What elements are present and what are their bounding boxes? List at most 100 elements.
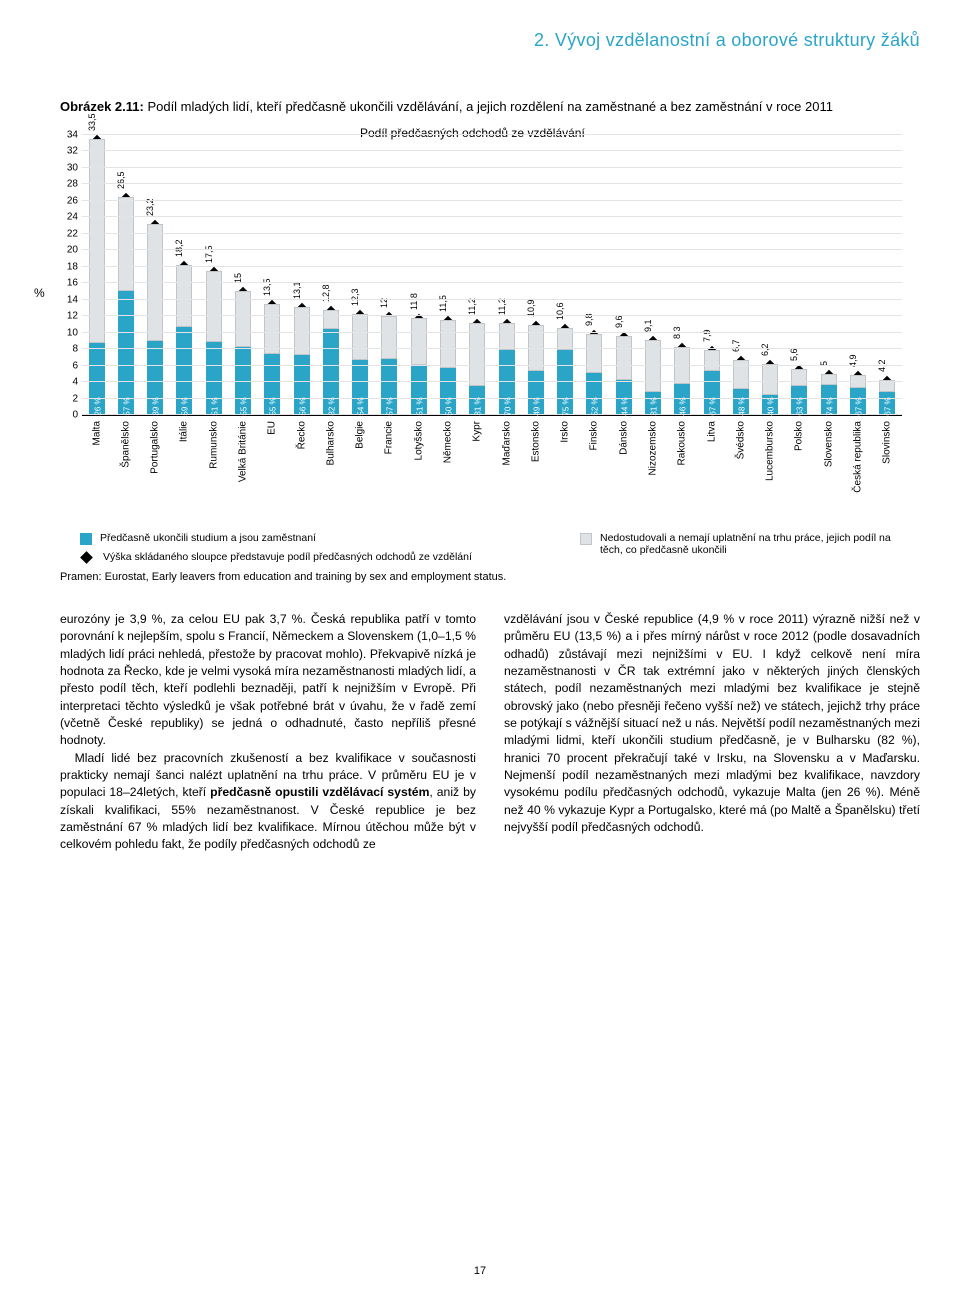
x-category-label: Itálie [179,421,190,442]
y-tick-label: 26 [60,195,78,206]
figure-caption-rest: Podíl mladých lidí, kteří předčasně ukon… [144,99,833,114]
bar-employed-pct: 55 % [269,397,278,415]
bar-column: 18,2Itálie59 % [170,136,199,415]
x-category-label: Finsko [589,421,600,450]
bar-segment-not-employed [235,291,251,347]
bar-column: 12,3Belgie54 % [346,136,375,415]
bar-column: 4,2Slovinsko67 % [873,136,902,415]
total-value-label: 11,2 [467,298,477,315]
bar-employed-pct: 82 % [328,397,337,415]
gridline [82,216,902,217]
bar-segment-not-employed [586,334,602,373]
bar-column: 23,2Portugalsko39 % [141,136,170,415]
gridline [82,134,902,135]
bar-column: 13,5EU55 % [258,136,287,415]
total-value-label: 11,2 [497,298,507,315]
y-tick-label: 18 [60,261,78,272]
y-tick-label: 4 [60,377,78,388]
y-tick-label: 16 [60,278,78,289]
y-axis-label: % [34,286,45,300]
legend-employed: Předčasně ukončili studium a jsou zaměst… [80,532,472,545]
x-category-label: Švédsko [735,421,746,459]
bar-segment-not-employed [352,314,368,361]
page-number: 17 [474,1265,486,1277]
bar-employed-pct: 63 % [796,397,805,415]
y-tick-label: 14 [60,294,78,305]
total-value-label: 11,8 [409,293,419,310]
bar-employed-pct: 49 % [532,397,541,415]
total-value-label: 13,5 [262,278,272,296]
bar-column: 13,1Řecko56 % [287,136,316,415]
bar-employed-pct: 56 % [298,397,307,415]
bar-column: 33,5Malta26 % [82,136,111,415]
x-category-label: Irsko [560,421,571,443]
bar-column: 26,5Španělsko57 % [111,136,140,415]
bar-segment-not-employed [704,350,720,371]
legend-employed-label: Předčasně ukončili studium a jsou zaměst… [100,532,316,544]
gridline [82,249,902,250]
bar-column: 10,9Estonsko49 % [521,136,550,415]
bar-column: 5,6Polsko63 % [785,136,814,415]
gridline [82,233,902,234]
bar-employed-pct: 31 % [474,397,483,415]
bar-employed-pct: 50 % [445,397,454,415]
bar-column: 15Velká Británie55 % [228,136,257,415]
bar-segment-not-employed [176,265,192,326]
source-line: Pramen: Eurostat, Early leavers from edu… [60,571,920,583]
total-value-label: 5,6 [789,348,799,361]
bar-employed-pct: 46 % [679,397,688,415]
x-category-label: Portugalsko [150,421,161,474]
y-tick-label: 8 [60,344,78,355]
x-category-label: Česká republika [852,421,863,493]
legend-marker-label: Výška skládaného sloupce představuje pod… [103,551,472,563]
total-value-label: 33,5 [87,114,97,132]
body-columns: eurozóny je 3,9 %, za celou EU pak 3,7 %… [60,611,920,854]
bar-employed-pct: 51 % [210,397,219,415]
x-category-label: Řecko [296,421,307,449]
y-tick-label: 34 [60,130,78,141]
bar-column: 9,8Finsko52 % [580,136,609,415]
figure-caption: Obrázek 2.11: Podíl mladých lidí, kteří … [60,99,920,114]
bar-column: 9,1Nizozemsko31 % [638,136,667,415]
body-left-p1: eurozóny je 3,9 %, za celou EU pak 3,7 %… [60,611,476,750]
bar-employed-pct: 67 % [884,397,893,415]
gridline [82,266,902,267]
legend-not-employed: Nedostudovali a nemají uplatnění na trhu… [580,532,900,556]
bar-segment-not-employed [381,316,397,358]
bar-employed-pct: 52 % [591,397,600,415]
y-tick-label: 22 [60,228,78,239]
x-category-label: Maďarsko [501,421,512,466]
bar-column: 5Slovensko74 % [814,136,843,415]
gridline [82,299,902,300]
bar-employed-pct: 57 % [386,397,395,415]
bar-employed-pct: 67 % [855,397,864,415]
section-title: 2. Vývoj vzdělanostní a oborové struktur… [60,30,920,51]
y-tick-label: 28 [60,179,78,190]
x-category-label: Nizozemsko [647,421,658,475]
bar-segment-not-employed [821,374,837,385]
total-value-label: 6,7 [731,339,741,352]
y-tick-label: 20 [60,245,78,256]
gridline [82,414,902,415]
bar-employed-pct: 55 % [240,397,249,415]
gridline [82,332,902,333]
bar-employed-pct: 39 % [152,397,161,415]
bar-employed-pct: 59 % [181,397,190,415]
x-category-label: Rakousko [677,421,688,465]
x-category-label: Polsko [794,421,805,451]
total-value-label: 10,6 [555,302,565,320]
gridline [82,398,902,399]
bar-column: 6,2Lucembursko40 % [755,136,784,415]
bar-column: 10,6Irsko75 % [551,136,580,415]
bar-column: 11,8Lotyšsko51 % [404,136,433,415]
y-tick-label: 10 [60,327,78,338]
gridline [82,200,902,201]
gridline [82,282,902,283]
bar-column: 12Francie57 % [375,136,404,415]
gridline [82,167,902,168]
plot-area: 33,5Malta26 %26,5Španělsko57 %23,2Portug… [82,136,902,416]
bar-segment-not-employed [879,380,895,391]
gridline [82,381,902,382]
x-category-label: Dánsko [618,421,629,455]
bar-column: 11,2Maďarsko70 % [492,136,521,415]
